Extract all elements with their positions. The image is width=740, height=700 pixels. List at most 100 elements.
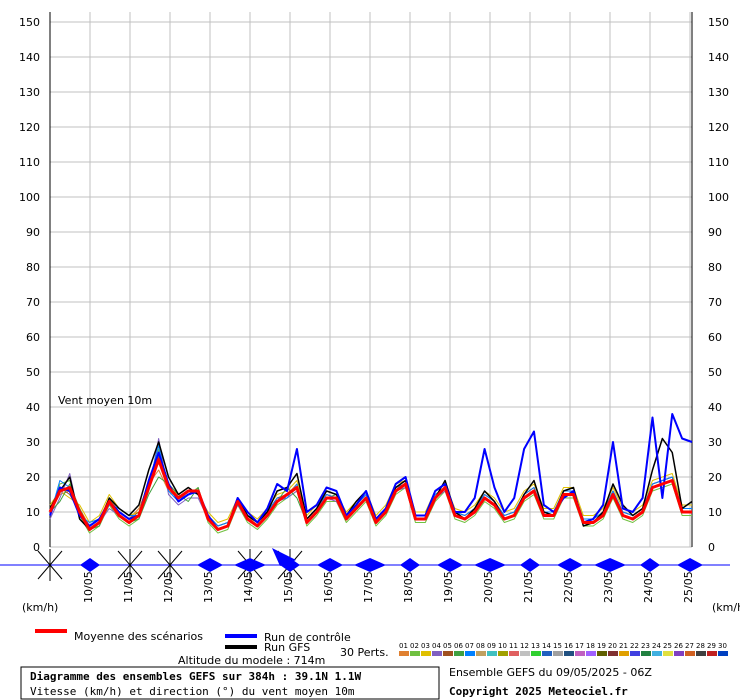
direction-wedge bbox=[677, 558, 703, 572]
y-axis-right: 0 10 20 30 40 50 60 70 80 90 100 110 120 130 140 150 bbox=[708, 16, 729, 554]
y-tick-label-right: 90 bbox=[708, 226, 722, 239]
legend-pert-label: 24 bbox=[652, 642, 661, 650]
direction-wedge bbox=[474, 558, 506, 572]
run-info: Ensemble GEFS du 09/05/2025 - 06Z bbox=[449, 666, 652, 679]
legend-pert-label: 07 bbox=[465, 642, 474, 650]
legend-pert-label: 04 bbox=[432, 642, 441, 650]
chart-series bbox=[48, 413, 693, 534]
legend-pert-label: 22 bbox=[630, 642, 639, 650]
legend-pert-swatch bbox=[663, 651, 673, 656]
wind-direction-row bbox=[0, 548, 730, 581]
y-tick-label: 100 bbox=[19, 191, 40, 204]
chart-subtitle: Vitesse (km/h) et direction (°) du vent … bbox=[30, 685, 355, 698]
direction-wedge bbox=[197, 558, 223, 572]
x-tick-label: 14/05 bbox=[242, 571, 255, 603]
direction-wedge bbox=[557, 558, 583, 572]
legend-pert-label: 23 bbox=[641, 642, 650, 650]
y-tick-label-right: 110 bbox=[708, 156, 729, 169]
y-tick-label: 70 bbox=[26, 296, 40, 309]
legend-pert-label: 05 bbox=[443, 642, 452, 650]
legend-pert-swatch bbox=[718, 651, 728, 656]
copyright: Copyright 2025 Meteociel.fr bbox=[449, 685, 628, 698]
x-tick-label: 22/05 bbox=[562, 571, 575, 603]
legend-pert-label: 02 bbox=[410, 642, 419, 650]
legend-pert-swatch bbox=[542, 651, 552, 656]
legend-pert-swatch bbox=[487, 651, 497, 656]
legend-pert-label: 15 bbox=[553, 642, 562, 650]
chart-grid bbox=[49, 12, 693, 548]
legend-pert-label: 21 bbox=[619, 642, 628, 650]
legend-pert-swatch bbox=[432, 651, 442, 656]
y-tick-label-right: 80 bbox=[708, 261, 722, 274]
y-unit-left: (km/h) bbox=[22, 601, 58, 614]
x-tick-label: 11/05 bbox=[122, 571, 135, 603]
legend-pert-swatch bbox=[641, 651, 651, 656]
y-tick-label: 90 bbox=[26, 226, 40, 239]
y-tick-label: 0 bbox=[33, 541, 40, 554]
x-tick-label: 17/05 bbox=[362, 571, 375, 603]
legend-pert-swatch bbox=[531, 651, 541, 656]
legend-gfs-label: Run GFS bbox=[264, 641, 310, 654]
y-tick-label: 130 bbox=[19, 86, 40, 99]
y-unit-right: (km/h) bbox=[712, 601, 740, 614]
legend-mean-label: Moyenne des scénarios bbox=[74, 630, 203, 643]
legend-pert-label: 08 bbox=[476, 642, 485, 650]
x-tick-label: 23/05 bbox=[602, 571, 615, 603]
legend-pert-swatch bbox=[685, 651, 695, 656]
legend-control-label: Run de contrôle bbox=[264, 631, 351, 644]
legend-pert-label: 19 bbox=[597, 642, 606, 650]
y-tick-label: 140 bbox=[19, 51, 40, 64]
y-tick-label-right: 130 bbox=[708, 86, 729, 99]
x-tick-label: 24/05 bbox=[642, 571, 655, 603]
annotation-label: Vent moyen 10m bbox=[58, 394, 152, 407]
y-tick-label: 20 bbox=[26, 471, 40, 484]
legend-perturbations: 01 02 03 04 05 06 07 08 09 10 11 12 13 14 15 16 17 18 19 20… bbox=[399, 642, 728, 656]
legend-pert-label: 29 bbox=[707, 642, 716, 650]
legend-pert-label: 12 bbox=[520, 642, 529, 650]
legend-pert-swatch bbox=[696, 651, 706, 656]
legend-pert-swatch bbox=[630, 651, 640, 656]
legend-pert-swatch bbox=[619, 651, 629, 656]
legend-pert-label: 28 bbox=[696, 642, 705, 650]
legend-gfs-swatch bbox=[225, 645, 257, 649]
y-tick-label-right: 20 bbox=[708, 471, 722, 484]
legend-pert-label: 10 bbox=[498, 642, 507, 650]
mean-line bbox=[48, 458, 692, 531]
y-tick-label-right: 0 bbox=[708, 541, 715, 554]
altitude-label: Altitude du modele : 714m bbox=[178, 654, 325, 667]
legend-pert-swatch bbox=[476, 651, 486, 656]
y-tick-label-right: 120 bbox=[708, 121, 729, 134]
legend-pert-swatch bbox=[575, 651, 585, 656]
legend-pert-label: 25 bbox=[663, 642, 672, 650]
x-tick-label: 18/05 bbox=[402, 571, 415, 603]
legend-pert-label: 17 bbox=[575, 642, 584, 650]
y-tick-label: 80 bbox=[26, 261, 40, 274]
x-tick-label: 10/05 bbox=[82, 571, 95, 603]
title-box bbox=[20, 666, 440, 700]
legend-pert-swatch bbox=[608, 651, 618, 656]
legend-pert-label: 03 bbox=[421, 642, 430, 650]
y-tick-label-right: 150 bbox=[708, 16, 729, 29]
y-tick-label-right: 60 bbox=[708, 331, 722, 344]
x-tick-label: 15/05 bbox=[282, 571, 295, 603]
legend-pert-swatch bbox=[597, 651, 607, 656]
legend-pert-swatch bbox=[509, 651, 519, 656]
legend-mean-swatch bbox=[35, 629, 67, 633]
x-axis-dates: 10/05 11/05 12/05 13/05 14/05 15/05 16/05 17/05… bbox=[82, 571, 695, 603]
legend-pert-swatch bbox=[652, 651, 662, 656]
direction-wedge bbox=[400, 558, 420, 572]
direction-wedge bbox=[640, 558, 660, 572]
legend-pert-swatch bbox=[520, 651, 530, 656]
legend-pert-swatch bbox=[564, 651, 574, 656]
y-tick-label: 30 bbox=[26, 436, 40, 449]
x-tick-label: 12/05 bbox=[162, 571, 175, 603]
legend-pert-swatch bbox=[707, 651, 717, 656]
direction-wedge bbox=[234, 558, 266, 572]
legend-pert-swatch bbox=[421, 651, 431, 656]
direction-wedge bbox=[437, 558, 463, 572]
direction-wedge bbox=[80, 558, 100, 572]
y-tick-label-right: 140 bbox=[708, 51, 729, 64]
legend-pert-swatch bbox=[586, 651, 596, 656]
direction-wedge bbox=[520, 558, 540, 572]
